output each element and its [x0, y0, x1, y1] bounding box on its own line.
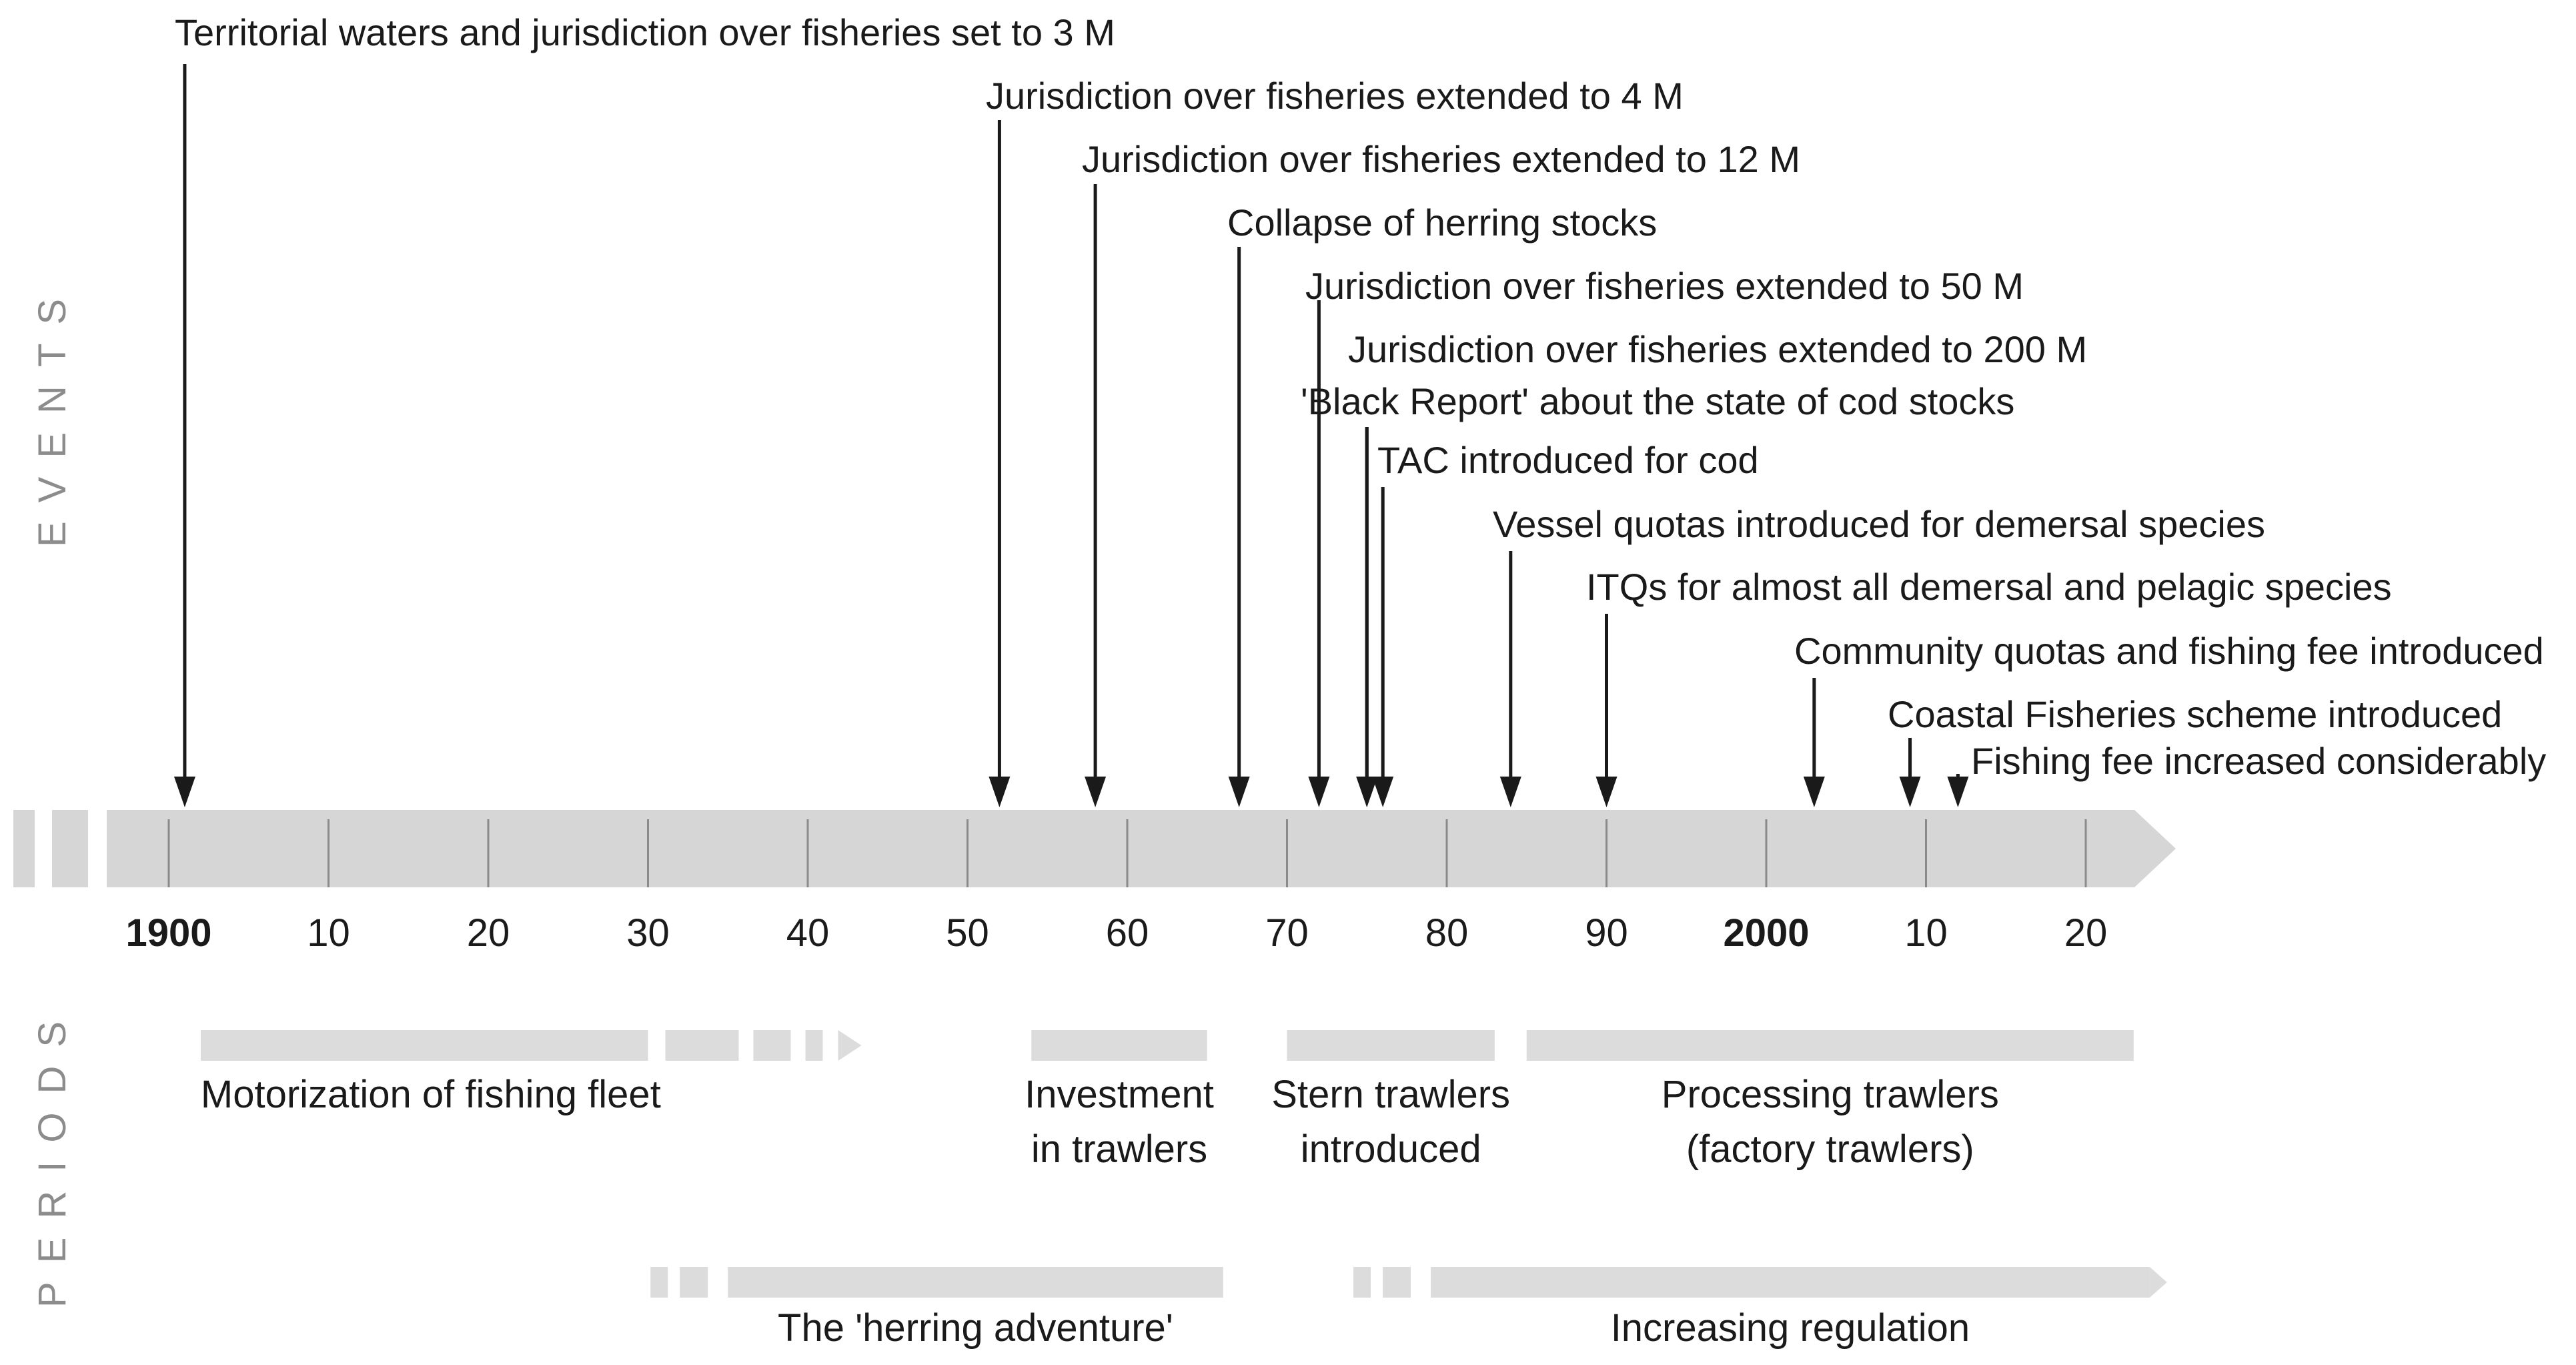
event-item: Jurisdiction over fisheries extended to …: [1348, 328, 2087, 807]
event-item: Coastal Fisheries scheme introduced: [1888, 693, 2502, 807]
axis-tick-label: 30: [626, 911, 670, 955]
event-arrow-head: [1085, 777, 1107, 807]
event-item: Community quotas and fishing fee introdu…: [1794, 630, 2544, 807]
event-item: Jurisdiction over fisheries extended to …: [1305, 265, 2024, 807]
period-bar-fade: [680, 1267, 708, 1298]
periods-side-title: PERIODS: [31, 1003, 74, 1308]
period-bar-fade: [1383, 1267, 1411, 1298]
event-arrow-head: [1899, 777, 1921, 807]
event-item: Collapse of herring stocks: [1227, 201, 1657, 807]
axis-tick-label: 20: [467, 911, 510, 955]
axis-tick-label: 60: [1106, 911, 1149, 955]
period-bar: [200, 1030, 648, 1061]
event-label: Fishing fee increased considerably: [1971, 740, 2546, 782]
event-item: Vessel quotas introduced for demersal sp…: [1493, 503, 2265, 807]
period-bar: [1031, 1030, 1207, 1061]
periods-layer: Motorization of fishing fleet Investment i…: [200, 1030, 2167, 1350]
axis-break-segment: [13, 810, 35, 887]
event-arrow-head: [1372, 777, 1394, 807]
event-item: ITQs for almost all demersal and pelagic…: [1586, 566, 2392, 807]
period-item: Processing trawlers (factory trawlers): [1526, 1030, 2134, 1171]
period-label: Motorization of fishing fleet: [201, 1073, 661, 1116]
axis-tick-label: 10: [307, 911, 350, 955]
event-label: Jurisdiction over fisheries extended to …: [1348, 328, 2087, 370]
period-bar: [728, 1267, 1223, 1298]
event-arrow-head: [1803, 777, 1825, 807]
axis-tick-label: 10: [1904, 911, 1948, 955]
events-side-title: EVENTS: [31, 280, 74, 547]
timeline-axis: 1900 10 20 30 40 50 60 70 80 90 2000 10 20: [13, 810, 2176, 955]
event-item: Territorial waters and jurisdiction over…: [173, 11, 1115, 807]
event-item: TAC introduced for cod: [1372, 439, 1759, 807]
event-label: Coastal Fisheries scheme introduced: [1888, 693, 2502, 735]
period-label: Increasing regulation: [1611, 1306, 1970, 1350]
event-label: Jurisdiction over fisheries extended to …: [986, 75, 1684, 117]
axis-tick-label: 80: [1425, 911, 1469, 955]
period-bar: [1526, 1030, 2134, 1061]
event-arrow-head: [989, 777, 1011, 807]
period-bar: [1431, 1267, 2150, 1298]
event-arrow-head: [1595, 777, 1618, 807]
event-arrow-head: [1308, 777, 1330, 807]
event-arrow-head: [1228, 777, 1250, 807]
period-item: Motorization of fishing fleet: [200, 1030, 862, 1116]
event-arrow-head: [173, 777, 195, 807]
axis-tick-label: 70: [1265, 911, 1309, 955]
event-label: ITQs for almost all demersal and pelagic…: [1586, 566, 2392, 608]
event-label: TAC introduced for cod: [1377, 439, 1759, 481]
axis-tick-label: 20: [2064, 911, 2108, 955]
period-item: The 'herring adventure': [650, 1267, 1223, 1350]
period-bar-fade: [753, 1030, 791, 1061]
event-arrow-head: [1947, 777, 1969, 807]
period-item: Increasing regulation: [1353, 1267, 2167, 1350]
axis-tick-label: 1900: [125, 911, 211, 955]
period-label: The 'herring adventure': [778, 1306, 1173, 1350]
event-label: Jurisdiction over fisheries extended to …: [1082, 138, 1800, 180]
event-arrow-head: [1356, 777, 1378, 807]
period-label: (factory trawlers): [1686, 1127, 1974, 1171]
event-label: Community quotas and fishing fee introdu…: [1794, 630, 2544, 672]
event-label: 'Black Report' about the state of cod st…: [1301, 380, 2014, 422]
event-arrow-head: [1499, 777, 1521, 807]
event-item: Jurisdiction over fisheries extended to …: [1082, 138, 1800, 807]
period-label: Investment: [1025, 1073, 1214, 1116]
period-bar-fade: [665, 1030, 739, 1061]
events-layer: Territorial waters and jurisdiction over…: [173, 11, 2546, 807]
event-item: 'Black Report' about the state of cod st…: [1301, 380, 2014, 807]
event-item: Jurisdiction over fisheries extended to …: [986, 75, 1684, 807]
period-label: Processing trawlers: [1662, 1073, 1999, 1116]
period-item: Investment in trawlers: [1025, 1030, 1214, 1171]
period-item: Stern trawlers introduced: [1271, 1030, 1510, 1171]
event-item: Fishing fee increased considerably: [1947, 740, 2546, 807]
period-bar-tip: [2149, 1267, 2167, 1298]
period-bar-fade: [805, 1030, 823, 1061]
event-label: Jurisdiction over fisheries extended to …: [1305, 265, 2024, 307]
period-label: in trawlers: [1031, 1127, 1207, 1171]
period-bar-fade: [1353, 1267, 1371, 1298]
period-bar: [1287, 1030, 1495, 1061]
period-bar-tip: [838, 1030, 862, 1061]
axis-tick-label: 2000: [1723, 911, 1809, 955]
axis-tick-label: 40: [786, 911, 830, 955]
axis-tick-label: 50: [946, 911, 989, 955]
event-label: Vessel quotas introduced for demersal sp…: [1493, 503, 2265, 545]
period-label: Stern trawlers: [1271, 1073, 1510, 1116]
axis-band-arrow: [107, 810, 2176, 887]
axis-break-segment: [52, 810, 88, 887]
period-bar-fade: [650, 1267, 668, 1298]
axis-tick-label: 90: [1585, 911, 1628, 955]
event-label: Territorial waters and jurisdiction over…: [175, 11, 1115, 53]
event-label: Collapse of herring stocks: [1227, 201, 1657, 244]
period-label: introduced: [1301, 1127, 1481, 1171]
